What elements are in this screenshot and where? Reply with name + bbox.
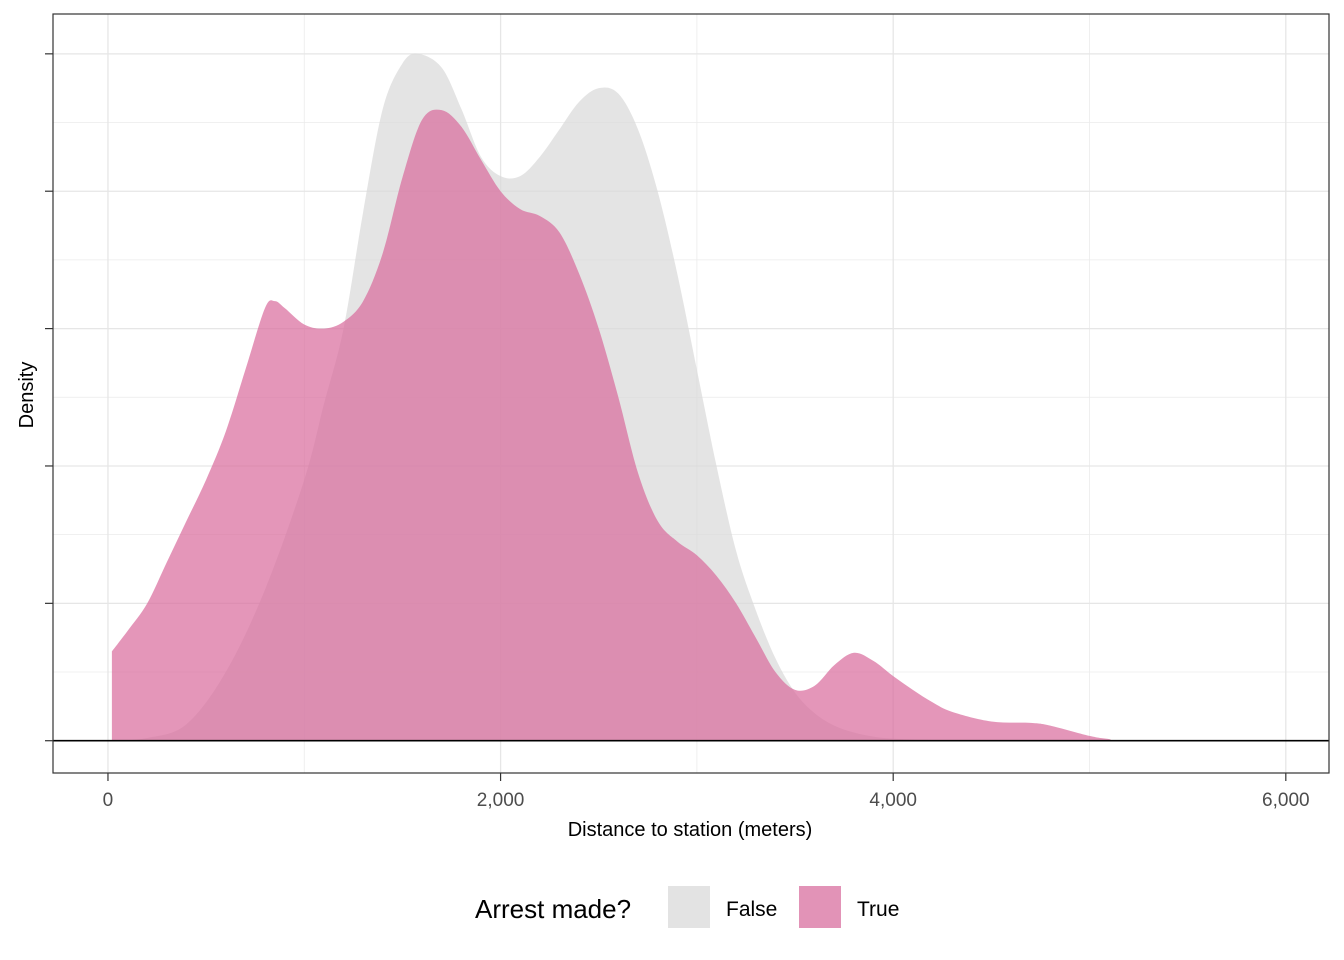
- x-tick-label: 2,000: [477, 790, 525, 811]
- x-tick-label: 0: [103, 790, 114, 811]
- legend-label-true: True: [857, 898, 899, 921]
- x-tick-label: 6,000: [1262, 790, 1310, 811]
- legend: Arrest made? False True: [475, 886, 899, 928]
- panel-border: [52, 13, 1330, 774]
- legend-title: Arrest made?: [475, 894, 631, 924]
- y-axis-ticks: [45, 53, 53, 742]
- x-tick-label: 4,000: [869, 790, 917, 811]
- density-area-true: [111, 109, 1286, 741]
- x-axis-title: Distance to station (meters): [568, 819, 813, 841]
- legend-key-true: [799, 886, 841, 928]
- legend-key-false: [668, 886, 710, 928]
- x-axis-ticks: 0 2,000 4,000 6,000: [103, 773, 1310, 811]
- y-axis-title: Density: [16, 362, 38, 429]
- density-series: [111, 53, 1286, 741]
- legend-label-false: False: [726, 898, 777, 921]
